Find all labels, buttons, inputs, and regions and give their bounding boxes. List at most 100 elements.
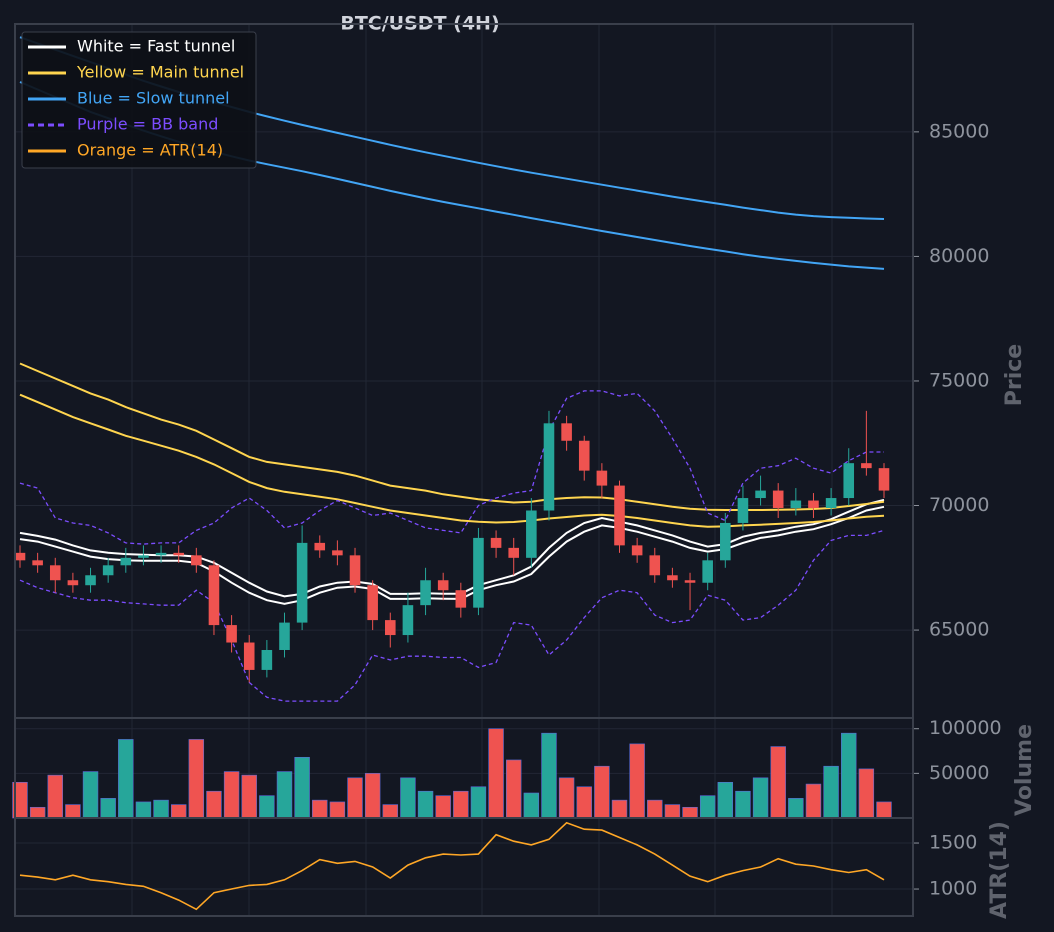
- volume-bar: [629, 743, 645, 819]
- candle-body: [808, 500, 819, 509]
- y-tick-label: 75000: [929, 369, 989, 391]
- volume-bar: [347, 777, 363, 819]
- candle-body: [755, 490, 766, 499]
- volume-bar: [100, 798, 116, 819]
- volume-bar: [470, 786, 487, 819]
- volume-bar: [876, 801, 892, 819]
- y-tick-label: 80000: [929, 245, 989, 267]
- volume-bar: [541, 732, 557, 819]
- volume-bar: [259, 795, 275, 819]
- candle-body: [102, 565, 114, 576]
- volume-bar: [435, 795, 451, 819]
- volume-bar: [717, 781, 734, 819]
- legend-label: White = Fast tunnel: [77, 37, 235, 56]
- volume-bar: [788, 798, 804, 819]
- candle-body: [261, 649, 273, 670]
- y-axis-label: Price: [1002, 344, 1027, 406]
- candle-body: [173, 552, 184, 556]
- candle-body: [226, 625, 237, 643]
- candle-body: [702, 560, 713, 583]
- volume-bar: [594, 765, 610, 819]
- candle-body: [155, 552, 167, 556]
- candle-body: [402, 605, 414, 636]
- candle-body: [772, 490, 784, 509]
- y-tick-label: 1500: [929, 832, 977, 854]
- candle-body: [561, 423, 572, 441]
- candle-body: [649, 555, 661, 576]
- candle-body: [120, 557, 132, 566]
- volume-bar: [647, 799, 663, 819]
- candle-body: [667, 575, 678, 581]
- volume-bar: [170, 804, 187, 819]
- legend-label: Purple = BB band: [77, 115, 218, 134]
- volume-bar: [488, 728, 504, 819]
- candle-body: [843, 463, 855, 499]
- legend-label: Yellow = Main tunnel: [76, 63, 244, 82]
- volume-bar: [118, 739, 134, 819]
- plot-layer: 65000 70000 75000 80000 85000 Price 50000 10000…: [12, 23, 1037, 919]
- candle-body: [420, 580, 431, 606]
- volume-bar: [664, 804, 681, 819]
- candle-body: [349, 555, 361, 586]
- volume-bar: [329, 801, 346, 819]
- volume-bar: [29, 806, 46, 819]
- candle-body: [32, 560, 43, 566]
- volume-bar: [364, 773, 381, 819]
- volume-bar: [841, 732, 857, 819]
- volume-bar: [294, 756, 310, 819]
- volume-bar: [735, 790, 751, 819]
- volume-bar: [611, 799, 628, 819]
- tunnel-line: [19, 393, 885, 528]
- candle-body: [790, 500, 802, 509]
- candle-body: [614, 485, 625, 546]
- y-axis-label: ATR(14): [987, 821, 1012, 919]
- volume-bar: [135, 801, 152, 819]
- candle-body: [138, 555, 149, 558]
- candle-body: [191, 555, 202, 566]
- candle-body: [296, 542, 308, 623]
- y-tick-label: 50000: [929, 762, 989, 784]
- candle-body: [85, 575, 96, 586]
- y-tick-label: 1000: [929, 878, 977, 900]
- candle-body: [49, 565, 61, 581]
- volume-bar: [523, 792, 540, 819]
- volume-bar: [400, 777, 416, 819]
- panel-frame: [14, 817, 914, 917]
- y-axis-label: Volume: [1012, 724, 1037, 816]
- candle-body: [737, 498, 749, 523]
- candle-body: [14, 552, 26, 561]
- legend-label: Orange = ATR(14): [77, 141, 223, 160]
- candle-body: [596, 470, 608, 486]
- candle-body: [543, 423, 555, 511]
- candle-body: [455, 590, 467, 608]
- volume-bar: [805, 783, 822, 819]
- volume-bar: [558, 777, 575, 819]
- candle-body: [332, 550, 343, 556]
- volume-bar: [417, 790, 434, 819]
- volume-bar: [770, 746, 786, 819]
- y-tick-label: 65000: [929, 619, 989, 641]
- volume-bar: [699, 795, 716, 819]
- y-tick-label: 70000: [929, 494, 989, 516]
- volume-bar: [576, 786, 592, 819]
- volume-bar: [65, 804, 81, 819]
- volume-bar: [682, 806, 698, 819]
- candle-body: [243, 642, 255, 670]
- volume-bar: [453, 790, 469, 819]
- candle-body: [367, 585, 378, 621]
- volume-bar: [206, 790, 222, 819]
- candle-body: [878, 468, 890, 491]
- volume-bar: [823, 765, 839, 819]
- candle-body: [473, 537, 484, 608]
- tunnel-line: [19, 529, 885, 702]
- candle-body: [526, 510, 537, 558]
- volume-bar: [82, 771, 99, 819]
- candle-body: [825, 498, 837, 509]
- volume-bar: [506, 759, 522, 819]
- legend: White = Fast tunnel Yellow = Main tunnel B…: [21, 31, 257, 169]
- candle-body: [437, 580, 449, 591]
- candle-body: [720, 522, 731, 561]
- candle-body: [314, 542, 326, 551]
